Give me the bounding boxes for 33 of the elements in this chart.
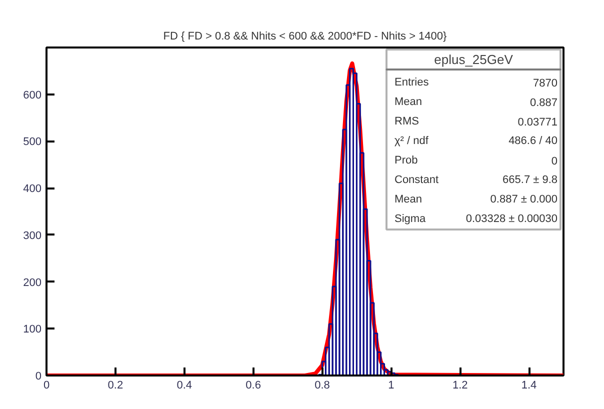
annotation: eplus_25GeV [434, 52, 514, 67]
annotation: Prob [394, 154, 418, 166]
y-tick-label: 400 [23, 183, 42, 196]
y-tick-label: 500 [23, 136, 42, 148]
annotation: 0.03328 ± 0.00030 [466, 213, 558, 225]
x-tick-label: 1.4 [521, 380, 537, 392]
annotation: 0.887 ± 0.000 [490, 194, 558, 206]
annotation: Mean [394, 194, 422, 206]
annotation: 0 [551, 156, 558, 168]
annotation: RMS [394, 116, 419, 128]
annotation: 0.03771 [518, 116, 558, 128]
x-tick-label: 1 [388, 380, 394, 392]
annotation: Constant [394, 174, 439, 186]
annotation: 0.887 [530, 97, 558, 109]
annotation: 7870 [533, 78, 558, 90]
chart-title: FD { FD > 0.8 && Nhits < 600 && 2000*FD - Nhits > 1400} [163, 30, 448, 42]
y-tick-label: 0 [35, 370, 42, 382]
y-tick-label: 100 [23, 324, 42, 336]
annotation: χ² / ndf [394, 135, 430, 147]
y-tick-label: 600 [23, 89, 42, 102]
x-tick-label: 1.2 [452, 380, 468, 392]
annotation: Sigma [394, 213, 427, 225]
annotation: 665.7 ± 9.8 [502, 174, 558, 186]
y-tick-label: 200 [23, 276, 42, 289]
annotation: Mean [394, 96, 422, 108]
x-tick-label: 0 [43, 380, 50, 392]
x-tick-label: 0.8 [314, 380, 330, 392]
x-tick-label: 0.4 [176, 380, 192, 392]
y-tick-label: 300 [23, 230, 42, 242]
annotation: Entries [394, 76, 430, 88]
annotation: 486.6 / 40 [508, 135, 558, 147]
x-tick-label: 0.2 [108, 380, 124, 392]
x-tick-label: 0.6 [246, 380, 261, 392]
